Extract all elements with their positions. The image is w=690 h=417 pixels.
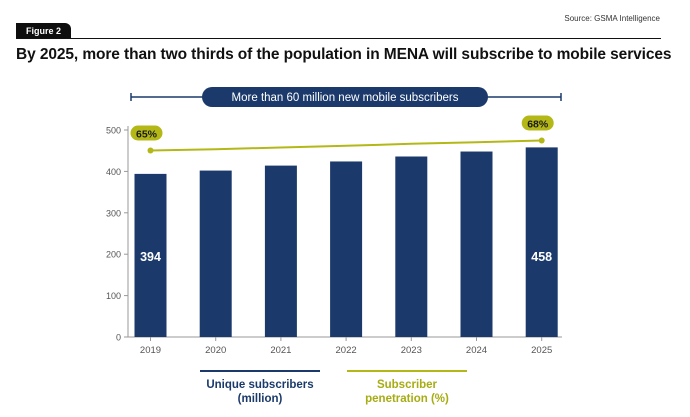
x-tick-label-2020: 2020 (205, 345, 226, 356)
x-tick-label-2025: 2025 (531, 345, 552, 356)
x-tick-label-2019: 2019 (140, 345, 161, 356)
top-rule (16, 38, 661, 39)
penetration-callout-2025 (521, 115, 554, 131)
bar-2022 (330, 161, 363, 337)
bar-value-label-2019: 394 (140, 250, 161, 264)
bar-2024 (460, 151, 493, 337)
penetration-callout-2019 (130, 125, 163, 141)
bar-2021 (264, 165, 297, 337)
legend-label-subscribers-line2: (million) (237, 393, 283, 405)
penetration-line (150, 139, 542, 152)
legend-label-penetration-line1: Subscriber (376, 379, 438, 391)
y-tick-label-300: 300 (106, 208, 121, 218)
y-tick-label-500: 500 (106, 126, 121, 136)
y-tick-label-200: 200 (106, 250, 121, 260)
legend-swatch-subscribers (200, 370, 320, 372)
bar-2019 (134, 173, 167, 337)
bar-2025 (525, 147, 558, 337)
x-tick-label-2022: 2022 (336, 345, 357, 356)
penetration-point-2019 (147, 147, 154, 154)
legend-item-subscribers: Unique subscribers (million) (200, 370, 320, 406)
annotation-pill (202, 87, 488, 107)
penetration-label-2019: 65% (136, 129, 158, 141)
legend-label-penetration-line2: penetration (%) (365, 393, 449, 405)
penetration-point-2025 (538, 137, 545, 144)
legend-item-penetration: Subscriber penetration (%) (347, 370, 467, 406)
chart-title: By 2025, more than two thirds of the pop… (16, 46, 672, 63)
x-tick-label-2023: 2023 (401, 345, 422, 356)
y-tick-label-100: 100 (106, 291, 121, 301)
legend-swatch-penetration (347, 370, 467, 372)
bar-value-label-2025: 458 (531, 250, 552, 264)
source-label: Source: GSMA Intelligence (564, 14, 660, 23)
x-tick-label-2024: 2024 (466, 345, 487, 356)
x-tick-label-2021: 2021 (270, 345, 291, 356)
figure-tag: Figure 2 (16, 23, 72, 39)
bar-2020 (199, 170, 232, 337)
bar-2023 (395, 156, 428, 337)
penetration-label-2025: 68% (527, 119, 549, 131)
y-tick-label-0: 0 (116, 333, 121, 343)
annotation-text: More than 60 million new mobile subscrib… (232, 92, 459, 104)
y-tick-label-400: 400 (106, 167, 121, 177)
legend-label-subscribers-line1: Unique subscribers (206, 379, 314, 391)
